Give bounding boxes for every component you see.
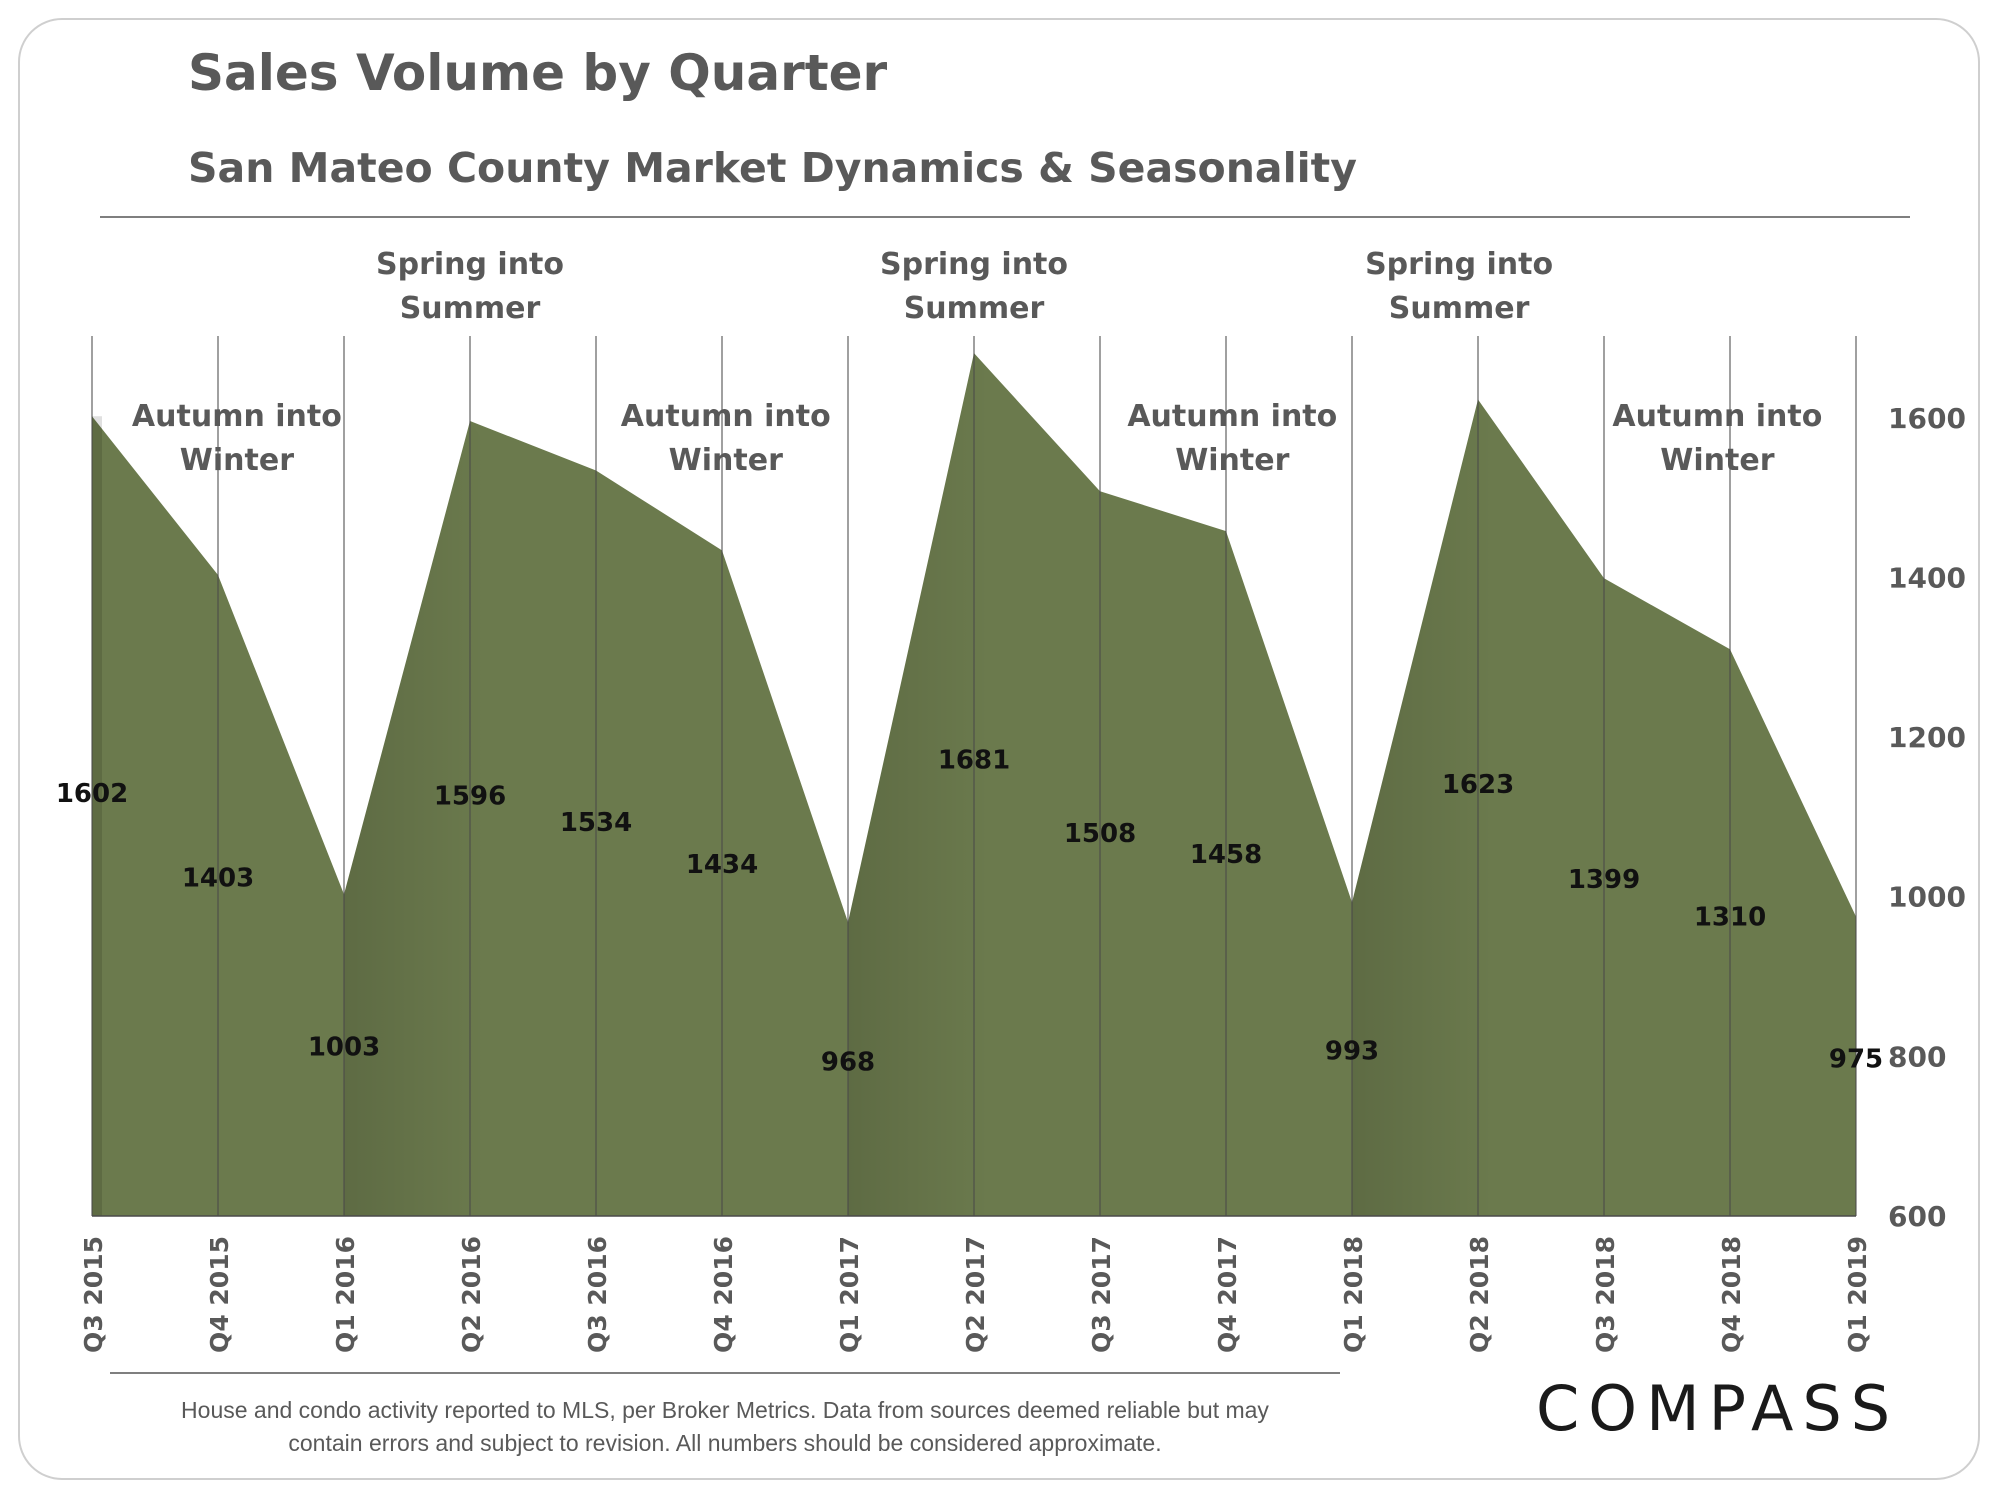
x-tick-label: Q2 2016 [457, 1236, 486, 1353]
data-label: 1399 [1568, 865, 1640, 895]
x-tick-label: Q3 2016 [583, 1236, 612, 1353]
footnote: House and condo activity reported to MLS… [110, 1394, 1340, 1460]
x-tick-label: Q1 2019 [1843, 1236, 1872, 1353]
season-annotation-line: Spring into [376, 247, 564, 282]
season-annotation: Spring into Summer [1365, 247, 1553, 326]
season-annotation: Spring into Summer [376, 247, 564, 326]
data-label: 968 [821, 1047, 875, 1077]
x-tick-label: Q1 2017 [835, 1236, 864, 1353]
x-tick-label: Q3 2017 [1087, 1236, 1116, 1353]
season-annotation: Autumn into Winter [621, 399, 831, 478]
x-tick-label: Q2 2018 [1465, 1236, 1494, 1353]
footer-divider [110, 1372, 1340, 1374]
data-label: 1434 [686, 850, 758, 880]
y-tick-label: 600 [1888, 1200, 1946, 1233]
season-annotation-line: Winter [1660, 443, 1774, 478]
season-annotation-line: Summer [1389, 291, 1530, 326]
compass-logo: COMPASS [1536, 1372, 1900, 1445]
x-tick-label: Q4 2017 [1213, 1236, 1242, 1353]
x-tick-label: Q4 2018 [1717, 1236, 1746, 1353]
season-annotation-line: Spring into [1365, 247, 1553, 282]
rise-shade [1352, 399, 1494, 1217]
season-annotation-line: Winter [180, 443, 294, 478]
season-annotation-line: Autumn into [621, 399, 831, 434]
season-annotation: Autumn into Winter [132, 399, 342, 478]
season-annotation-line: Winter [1175, 443, 1289, 478]
season-annotation-line: Autumn into [1127, 399, 1337, 434]
season-annotation: Spring into Summer [880, 247, 1068, 326]
data-label: 1310 [1694, 903, 1766, 933]
left-edge-shade [92, 416, 102, 1217]
chart-title: Sales Volume by Quarter [188, 44, 888, 102]
data-label: 1602 [56, 779, 128, 809]
y-tick-label: 1600 [1888, 402, 1966, 435]
x-tick-label: Q4 2015 [205, 1236, 234, 1353]
data-label: 1534 [560, 808, 632, 838]
season-annotation-line: Autumn into [1612, 399, 1822, 434]
data-label: 1508 [1064, 819, 1136, 849]
season-annotation: Autumn into Winter [1612, 399, 1822, 478]
x-tick-label: Q1 2016 [331, 1236, 360, 1353]
chart-subtitle: San Mateo County Market Dynamics & Seaso… [188, 144, 1358, 192]
data-label: 1623 [1442, 770, 1514, 800]
y-tick-label: 1000 [1888, 881, 1966, 914]
x-tick-label: Q2 2017 [961, 1236, 990, 1353]
data-label: 1403 [182, 863, 254, 893]
data-label: 1003 [308, 1033, 380, 1063]
data-label: 1596 [434, 782, 506, 812]
x-tick-label: Q3 2018 [1591, 1236, 1620, 1353]
season-annotation: Autumn into Winter [1127, 399, 1337, 478]
season-annotation-line: Winter [669, 443, 783, 478]
season-annotation-line: Spring into [880, 247, 1068, 282]
season-annotation-line: Summer [904, 291, 1045, 326]
rise-shade [848, 353, 990, 1216]
rise-shade [344, 421, 486, 1217]
y-tick-label: 1200 [1888, 721, 1966, 754]
y-tick-label: 1400 [1888, 561, 1966, 594]
x-tick-label: Q1 2018 [1339, 1236, 1368, 1353]
y-tick-label: 800 [1888, 1040, 1946, 1073]
season-annotation-line: Autumn into [132, 399, 342, 434]
data-label: 1458 [1190, 840, 1262, 870]
header-divider [100, 216, 1910, 218]
footnote-line-1: House and condo activity reported to MLS… [181, 1397, 1269, 1423]
x-tick-label: Q3 2015 [79, 1236, 108, 1353]
data-label: 1681 [938, 746, 1010, 776]
season-annotation-line: Summer [400, 291, 541, 326]
x-tick-label: Q4 2016 [709, 1236, 738, 1353]
data-label: 975 [1829, 1044, 1883, 1074]
footnote-line-2: contain errors and subject to revision. … [288, 1430, 1162, 1456]
data-label: 993 [1325, 1037, 1379, 1067]
